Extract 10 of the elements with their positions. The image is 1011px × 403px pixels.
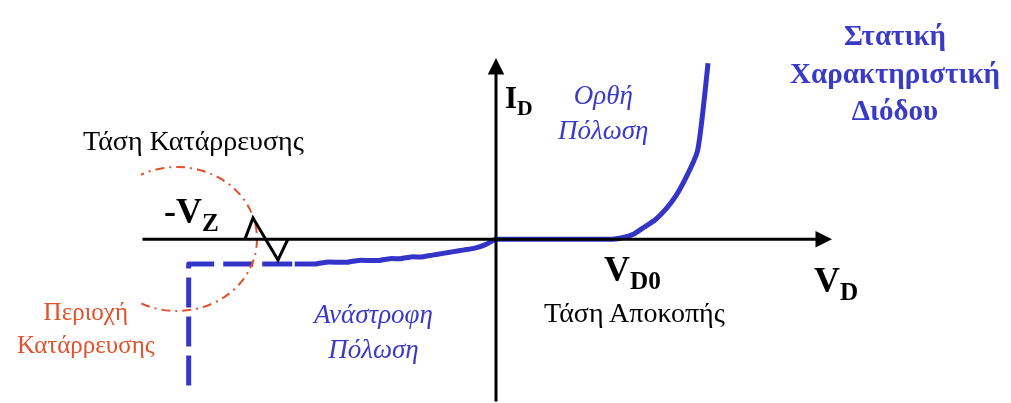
annotation: -V$_{Z}$: [164, 191, 219, 236]
annotation: Τάση Αποκοπής: [544, 297, 725, 328]
text: Στατική Χαρακτηριστική Διόδου: [790, 19, 1000, 127]
annotation: Ορθή Πόλωση: [557, 80, 649, 146]
annotation: V$_{D0}$: [604, 249, 661, 294]
annotation: Ανάστροφη Πόλωση: [312, 299, 433, 365]
x-axis-title: V$_{D}$: [814, 260, 859, 305]
y-axis-title: I$_{D}$: [505, 80, 533, 120]
annotation: Τάση Κατάρρευσης: [83, 125, 304, 156]
text: Περιοχή Κατάρρευσης: [17, 298, 155, 358]
